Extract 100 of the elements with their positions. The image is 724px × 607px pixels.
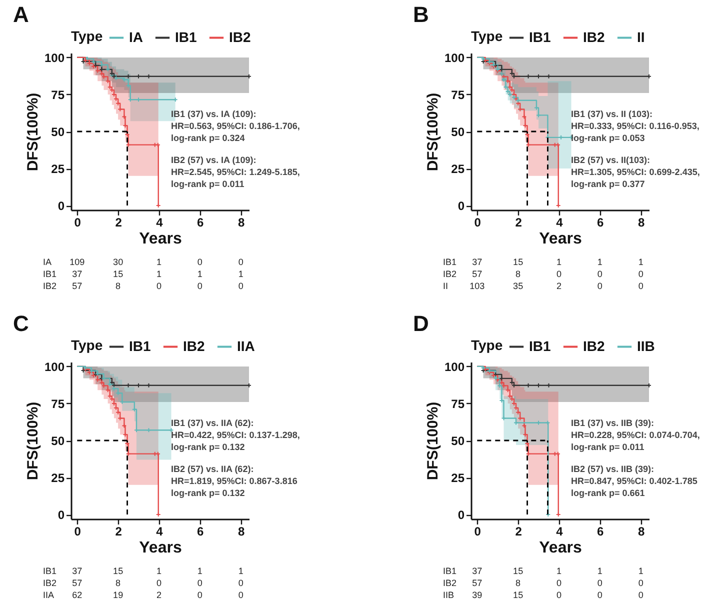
- text: IB2: [443, 578, 457, 588]
- text: 0: [156, 281, 162, 291]
- y-tick-label: 25: [451, 162, 465, 176]
- x-axis-title: Years: [139, 540, 182, 556]
- annotation: HR=0.847, 95%CI: 0.402-1.785: [571, 476, 698, 486]
- text: 0: [638, 269, 644, 279]
- y-tick-label: 25: [51, 471, 65, 486]
- legend-label: IB1: [175, 28, 197, 45]
- x-axis-title: Years: [139, 230, 182, 248]
- text: 0: [597, 578, 602, 588]
- text: 1: [638, 566, 644, 576]
- annotation: HR=2.545, 95%CI: 1.249-5.185,: [171, 167, 300, 177]
- y-tick-label: 100: [44, 360, 65, 374]
- text: 39: [472, 590, 482, 600]
- text: 62: [72, 590, 82, 600]
- text: 19: [113, 590, 124, 600]
- text: IA: [43, 257, 52, 267]
- text: 1: [156, 257, 162, 267]
- x-tick-label: 8: [238, 216, 245, 230]
- y-tick-label: 25: [51, 162, 65, 176]
- y-axis-title: DFS(100%): [424, 92, 442, 172]
- text: 57: [72, 578, 82, 588]
- text: 0: [238, 257, 244, 267]
- annotation: log-rank p= 0.377: [571, 179, 645, 189]
- y-axis-title: DFS(100%): [424, 402, 442, 480]
- annotation: log-rank p= 0.661: [571, 488, 645, 498]
- text: 1: [638, 257, 644, 267]
- legend-label: IB2: [583, 28, 605, 45]
- y-tick-label: 100: [444, 50, 465, 65]
- annotation: log-rank p= 0.053: [571, 133, 645, 143]
- text: 0: [197, 257, 202, 267]
- text: 0: [197, 578, 202, 588]
- x-tick-label: 0: [74, 524, 82, 538]
- text: 8: [116, 281, 121, 291]
- text: 30: [113, 257, 124, 267]
- annotation: HR=0.228, 95%CI: 0.074-0.704,: [571, 430, 700, 440]
- annotation: IB2 (57) vs. IIB (39):: [571, 464, 654, 474]
- annotation: log-rank p= 0.011: [171, 179, 244, 189]
- legend-label: IB1: [529, 338, 551, 354]
- text: 2: [556, 281, 562, 291]
- text: 8: [516, 578, 521, 588]
- text: IB1: [443, 566, 457, 576]
- x-tick-label: 6: [597, 524, 604, 538]
- text: 1: [197, 566, 202, 576]
- x-tick-label: 6: [597, 216, 604, 230]
- text: 1: [238, 566, 244, 576]
- legend-label: IA: [129, 28, 143, 45]
- chart-title: D: [412, 311, 429, 336]
- x-tick-label: 2: [115, 216, 122, 230]
- text: 1: [556, 257, 562, 267]
- text: 8: [116, 578, 121, 588]
- text: IB1: [443, 257, 457, 267]
- annotation: IB1 (37) vs. IA (109):: [171, 109, 256, 119]
- text: IB1: [43, 269, 57, 279]
- chart-title: B: [412, 2, 429, 27]
- y-tick-label: 100: [444, 360, 465, 374]
- annotation: IB1 (37) vs. IIB (39):: [571, 418, 654, 428]
- text: 0: [238, 578, 244, 588]
- annotation: HR=1.305, 95%CI: 0.699-2.435,: [571, 167, 700, 177]
- text: 37: [72, 566, 82, 576]
- text: 15: [113, 269, 124, 279]
- x-tick-label: 8: [638, 216, 645, 230]
- annotation: IB1 (37) vs. II (103):: [571, 109, 653, 119]
- text: 57: [72, 281, 82, 291]
- text: 2: [156, 590, 162, 600]
- text: 57: [472, 578, 482, 588]
- text: 0: [156, 578, 162, 588]
- x-tick-label: 2: [515, 524, 522, 538]
- legend-label: IB2: [183, 338, 205, 354]
- x-axis-title: Years: [539, 230, 582, 248]
- y-tick-label: 100: [44, 50, 65, 65]
- text: 1: [556, 566, 562, 576]
- annotation: HR=1.819, 95%CI: 0.867-3.816: [171, 476, 298, 486]
- annotation: IB2 (57) vs. IIA (62):: [171, 464, 254, 474]
- x-tick-label: 4: [156, 524, 164, 538]
- y-tick-label: 0: [458, 199, 465, 214]
- y-tick-label: 75: [51, 88, 65, 102]
- legend-label: IB2: [229, 28, 251, 45]
- text: 0: [597, 281, 602, 291]
- legend-title: Type: [71, 28, 103, 44]
- text: 0: [556, 578, 562, 588]
- text: 15: [513, 566, 524, 576]
- text: 1: [597, 566, 602, 576]
- annotation: HR=0.563, 95%CI: 0.186-1.706,: [171, 121, 300, 131]
- annotation: IB1 (37) vs. IIA (62):: [171, 418, 254, 428]
- legend-label: IB2: [583, 338, 605, 354]
- y-tick-label: 50: [451, 434, 465, 448]
- legend-label: II: [637, 28, 645, 45]
- annotation: HR=0.333, 95%CI: 0.116-0.953,: [571, 121, 700, 131]
- y-tick-label: 75: [451, 88, 465, 102]
- text: 0: [197, 281, 202, 291]
- text: 1: [156, 269, 162, 279]
- annotation: IB2 (57) vs. IA (109):: [171, 155, 256, 165]
- x-axis-title: Years: [539, 540, 582, 556]
- annotation: log-rank p= 0.132: [171, 488, 245, 498]
- y-tick-label: 0: [458, 508, 465, 522]
- text: 0: [238, 590, 244, 600]
- text: 35: [513, 281, 524, 291]
- chart-title: C: [12, 311, 29, 336]
- x-tick-label: 4: [556, 524, 564, 538]
